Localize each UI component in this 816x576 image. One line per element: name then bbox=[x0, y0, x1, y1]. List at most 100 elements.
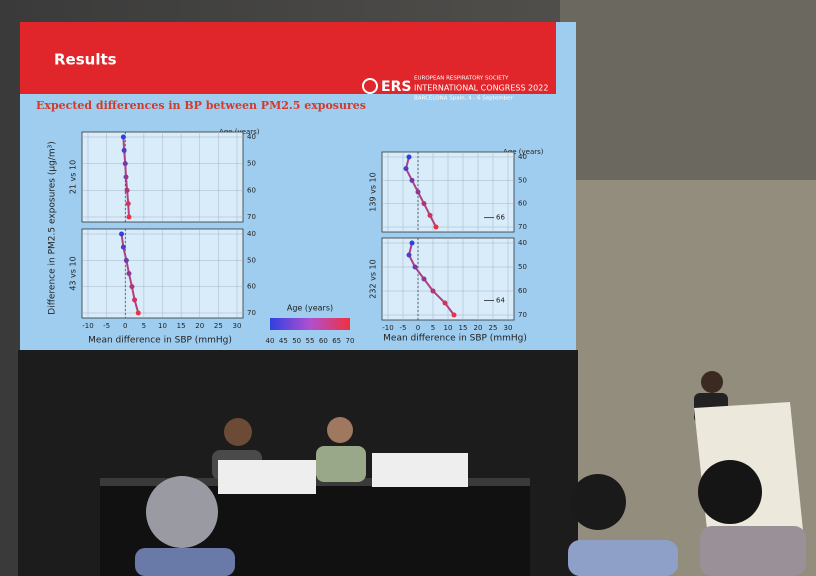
mean-point bbox=[123, 257, 129, 263]
x-tick-label: 20 bbox=[195, 322, 204, 330]
age-tick-label: 60 bbox=[247, 186, 256, 194]
mean-point bbox=[120, 244, 126, 250]
laptop bbox=[372, 453, 468, 487]
x-tick-label: -5 bbox=[400, 324, 407, 332]
audience-body bbox=[700, 526, 806, 576]
mean-point bbox=[415, 189, 421, 195]
org-line: BARCELONA Spain, 4 - 6 September bbox=[414, 96, 513, 102]
x-tick-label: 25 bbox=[214, 322, 223, 330]
x-tick-label: 0 bbox=[416, 324, 420, 332]
colorbar-tick-label: 50 bbox=[292, 337, 301, 345]
colorbar-label: Age (years) bbox=[287, 304, 333, 313]
laptop bbox=[218, 460, 316, 494]
logo-icon bbox=[362, 78, 378, 94]
mean-point bbox=[126, 214, 132, 220]
x-tick-label: 10 bbox=[444, 324, 453, 332]
x-tick-label: 5 bbox=[431, 324, 435, 332]
age-tick-label: 60 bbox=[247, 283, 256, 291]
x-axis-label: Mean difference in SBP (mmHg) bbox=[88, 336, 232, 346]
mean-point bbox=[406, 252, 412, 258]
mean-point bbox=[123, 174, 129, 180]
age-tick-label: 40 bbox=[247, 133, 256, 141]
y-axis-label: Difference in PM2.5 exposures (µg/m³) bbox=[48, 141, 58, 314]
mean-point bbox=[132, 297, 138, 303]
mean-point bbox=[135, 310, 141, 316]
panel-label: 21 vs 10 bbox=[69, 160, 78, 194]
mean-point bbox=[421, 201, 427, 207]
panel-label: 139 vs 10 bbox=[369, 172, 378, 211]
x-tick-label: 10 bbox=[158, 322, 167, 330]
x-tick-label: -10 bbox=[82, 322, 93, 330]
audience-head bbox=[570, 474, 626, 530]
age-tick-label: 70 bbox=[247, 309, 256, 317]
mean-point bbox=[412, 264, 418, 270]
person-body bbox=[316, 446, 366, 482]
slide-header bbox=[20, 22, 556, 94]
mean-point bbox=[433, 224, 439, 230]
age-tick-label: 50 bbox=[518, 176, 527, 184]
colorbar-tick-label: 45 bbox=[279, 337, 288, 345]
colorbar bbox=[270, 318, 350, 330]
panel-label: 232 vs 10 bbox=[369, 259, 378, 298]
annotation: 64 bbox=[496, 297, 505, 305]
mean-point bbox=[406, 154, 412, 160]
x-tick-label: -10 bbox=[382, 324, 393, 332]
x-tick-label: 15 bbox=[177, 322, 186, 330]
org-line: EUROPEAN RESPIRATORY SOCIETY bbox=[414, 76, 509, 82]
mean-point bbox=[119, 231, 125, 237]
mean-point bbox=[421, 276, 427, 282]
slide-title: Results bbox=[54, 51, 117, 69]
audience-body bbox=[568, 540, 678, 576]
colorbar-tick-label: 60 bbox=[319, 337, 328, 345]
mean-point bbox=[409, 240, 415, 246]
age-tick-label: 60 bbox=[518, 200, 527, 208]
mean-point bbox=[121, 147, 127, 153]
age-tick-label: 70 bbox=[518, 223, 527, 231]
age-tick-label: 70 bbox=[518, 311, 527, 319]
mean-point bbox=[125, 201, 131, 207]
x-tick-label: 25 bbox=[489, 324, 498, 332]
age-label: Age (years) bbox=[503, 148, 544, 156]
x-axis-label: Mean difference in SBP (mmHg) bbox=[383, 334, 527, 344]
age-tick-label: 40 bbox=[518, 239, 527, 247]
mean-point bbox=[451, 312, 457, 318]
age-tick-label: 50 bbox=[518, 263, 527, 271]
audience-head bbox=[698, 460, 762, 524]
logo-text: ERS bbox=[381, 79, 411, 95]
age-tick-label: 50 bbox=[247, 256, 256, 264]
org-line: INTERNATIONAL CONGRESS 2022 bbox=[414, 84, 548, 93]
colorbar-tick-label: 70 bbox=[346, 337, 355, 345]
audience-head bbox=[146, 476, 218, 548]
x-tick-label: 0 bbox=[123, 322, 127, 330]
mean-point bbox=[442, 300, 448, 306]
mean-point bbox=[409, 177, 415, 183]
colorbar-tick-label: 40 bbox=[266, 337, 275, 345]
mean-point bbox=[124, 187, 130, 193]
person-head bbox=[327, 417, 353, 443]
age-tick-label: 40 bbox=[247, 230, 256, 238]
mean-point bbox=[126, 271, 132, 276]
slide-heading: Expected differences in BP between PM2.5… bbox=[36, 99, 366, 112]
mean-point bbox=[122, 161, 128, 167]
x-tick-label: 5 bbox=[142, 322, 146, 330]
x-tick-label: 30 bbox=[233, 322, 242, 330]
colorbar-tick-label: 65 bbox=[332, 337, 341, 345]
x-tick-label: 15 bbox=[459, 324, 468, 332]
person-head bbox=[224, 418, 252, 446]
mean-point bbox=[427, 212, 433, 218]
x-tick-label: -5 bbox=[103, 322, 110, 330]
annotation: 66 bbox=[496, 214, 505, 222]
x-tick-label: 30 bbox=[504, 324, 513, 332]
speaker-head bbox=[701, 371, 723, 393]
audience-body bbox=[135, 548, 235, 576]
mean-point bbox=[120, 134, 126, 140]
mean-point bbox=[129, 284, 135, 290]
age-tick-label: 50 bbox=[247, 160, 256, 168]
mean-point bbox=[430, 288, 436, 294]
colorbar-tick-label: 55 bbox=[306, 337, 315, 345]
age-tick-label: 70 bbox=[247, 213, 256, 221]
panel-label: 43 vs 10 bbox=[69, 256, 78, 290]
mean-point bbox=[403, 166, 409, 172]
